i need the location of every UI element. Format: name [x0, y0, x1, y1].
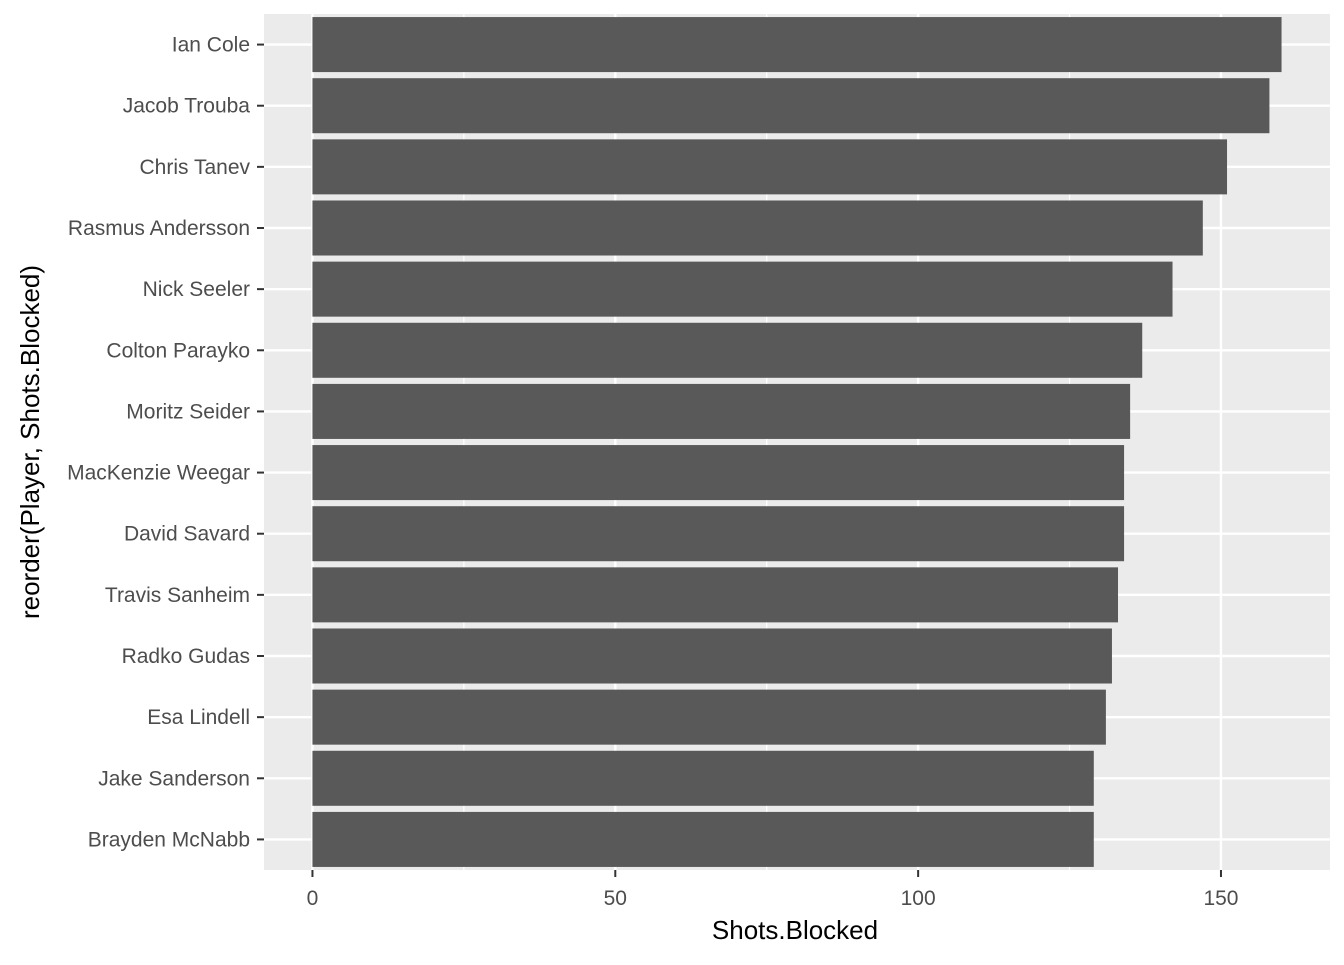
bar-ian-cole — [312, 17, 1282, 73]
y-tick-label: Brayden McNabb — [88, 828, 250, 851]
x-tick-label: 150 — [1203, 887, 1238, 910]
bar-mackenzie-weegar — [312, 445, 1125, 501]
x-tick-label: 0 — [307, 887, 319, 910]
x-axis-title: Shots.Blocked — [712, 915, 878, 945]
y-tick-label: Colton Parayko — [106, 339, 250, 362]
y-tick-label: Radko Gudas — [122, 645, 250, 668]
bar-travis-sanheim — [312, 567, 1119, 623]
bar-jacob-trouba — [312, 78, 1270, 134]
bar-david-savard — [312, 506, 1125, 562]
y-tick-label: Jacob Trouba — [123, 95, 251, 118]
bar-brayden-mcnabb — [312, 811, 1094, 867]
bar-chris-tanev — [312, 139, 1228, 195]
y-axis: Ian Cole Jacob Trouba Chris Tanev Rasmus An… — [67, 34, 264, 851]
x-axis: 0 50 100 150 — [307, 870, 1239, 910]
bar-jake-sanderson — [312, 750, 1094, 806]
y-tick-label: David Savard — [124, 523, 250, 546]
bar-moritz-seider — [312, 383, 1131, 439]
bar-colton-parayko — [312, 322, 1143, 378]
y-tick-label: Esa Lindell — [147, 706, 250, 729]
y-tick-label: Nick Seeler — [143, 278, 250, 301]
bars — [312, 17, 1282, 867]
y-tick-label: Ian Cole — [172, 34, 250, 57]
y-tick-label: Travis Sanheim — [105, 584, 250, 607]
bar-rasmus-andersson — [312, 200, 1203, 256]
bar-esa-lindell — [312, 689, 1106, 745]
y-tick-label: Rasmus Andersson — [68, 217, 250, 240]
x-tick-label: 100 — [901, 887, 936, 910]
y-tick-label: Jake Sanderson — [98, 767, 250, 790]
y-tick-label: Chris Tanev — [140, 156, 251, 179]
y-axis-title: reorder(Player, Shots.Blocked) — [15, 265, 45, 619]
x-tick-label: 50 — [604, 887, 627, 910]
y-tick-label: MacKenzie Weegar — [67, 462, 250, 485]
y-tick-label: Moritz Seider — [126, 400, 250, 423]
bar-nick-seeler — [312, 261, 1173, 317]
bar-radko-gudas — [312, 628, 1112, 684]
